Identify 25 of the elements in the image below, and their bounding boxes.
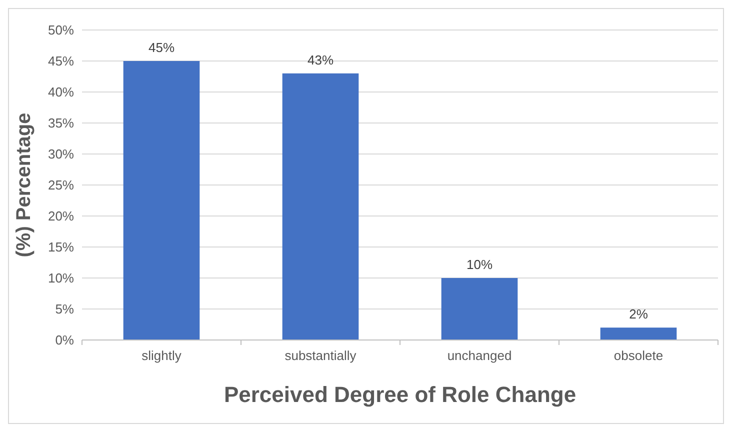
x-tick-label: slightly: [142, 348, 182, 363]
y-tick-label: 10%: [48, 270, 74, 286]
y-tick-label: 40%: [48, 84, 74, 100]
y-axis-title: (%) Percentage: [13, 112, 35, 258]
y-tick-label: 30%: [48, 146, 74, 162]
y-tick-label: 0%: [55, 332, 74, 348]
bar: [123, 61, 200, 340]
y-tick-label: 35%: [48, 116, 74, 131]
x-axis-title: Perceived Degree of Role Change: [224, 382, 576, 407]
data-label: 45%: [148, 40, 175, 55]
y-tick-label: 45%: [48, 54, 74, 69]
y-tick-label: 15%: [48, 240, 74, 255]
data-label: 10%: [466, 257, 493, 272]
bar: [282, 73, 359, 340]
x-tick-label: obsolete: [614, 348, 664, 363]
y-tick-label: 25%: [48, 178, 74, 193]
x-tick-label: unchanged: [447, 348, 512, 363]
data-label: 43%: [307, 52, 334, 68]
x-tick-label: substantially: [284, 348, 357, 363]
y-tick-label: 20%: [48, 208, 74, 224]
bar: [600, 328, 677, 340]
bar: [441, 278, 518, 340]
data-label: 2%: [629, 306, 648, 322]
y-tick-label: 50%: [48, 22, 74, 38]
y-tick-label: 5%: [55, 302, 74, 317]
